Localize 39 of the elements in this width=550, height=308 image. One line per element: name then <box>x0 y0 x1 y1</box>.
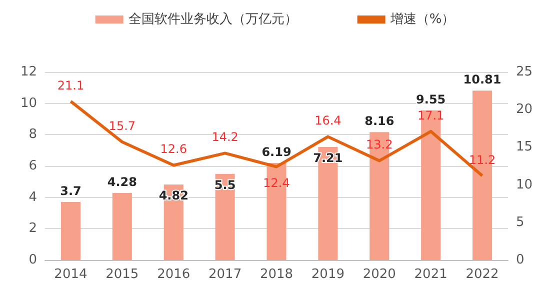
x-tick-label: 2016 <box>157 267 190 282</box>
legend-label: 增速（%） <box>389 12 455 27</box>
y-tick-label: 4 <box>28 190 37 205</box>
data-label: 16.4 <box>314 114 342 128</box>
data-label: 3.7 <box>60 184 82 198</box>
y-tick-label: 12 <box>20 64 37 80</box>
y2-tick-label: 5 <box>516 214 524 230</box>
y-tick-label: 10 <box>20 96 37 111</box>
data-label: 8.16 <box>364 114 394 128</box>
data-label: 14.2 <box>212 130 238 144</box>
data-label: 9.55 <box>416 92 446 106</box>
bar <box>112 192 132 260</box>
y-tick-label: 0 <box>28 252 37 268</box>
data-label: 15.7 <box>108 118 136 133</box>
y2-tick-label: 20 <box>516 102 533 118</box>
x-tick-label: 2015 <box>106 267 139 282</box>
legend-label: 全国软件业务收入（万亿元） <box>128 12 298 27</box>
x-tick-label: 2021 <box>414 267 448 282</box>
data-label: 10.81 <box>463 72 502 87</box>
y2-tick-label: 10 <box>516 177 533 192</box>
x-tick-label: 2020 <box>362 267 396 282</box>
x-tick-label: 2019 <box>311 267 344 282</box>
data-label: 6.19 <box>262 145 292 160</box>
y-tick-label: 6 <box>28 158 37 174</box>
y2-tick-label: 15 <box>516 140 533 155</box>
y2-tick-label: 0 <box>516 252 524 268</box>
data-label: 5.5 <box>214 178 236 192</box>
x-tick-label: 2022 <box>466 267 499 282</box>
data-label: 4.82 <box>158 188 188 202</box>
data-label: 12.6 <box>160 142 187 156</box>
y-tick-label: 8 <box>28 127 37 142</box>
x-tick-label: 2017 <box>208 267 242 282</box>
y-tick-label: 2 <box>28 221 37 236</box>
x-tick-label: 2018 <box>260 267 294 282</box>
data-label: 4.28 <box>107 174 137 189</box>
data-label: 21.1 <box>57 78 84 92</box>
bar <box>60 202 80 260</box>
y2-tick-label: 25 <box>516 64 533 80</box>
x-tick-label: 2014 <box>54 267 88 282</box>
